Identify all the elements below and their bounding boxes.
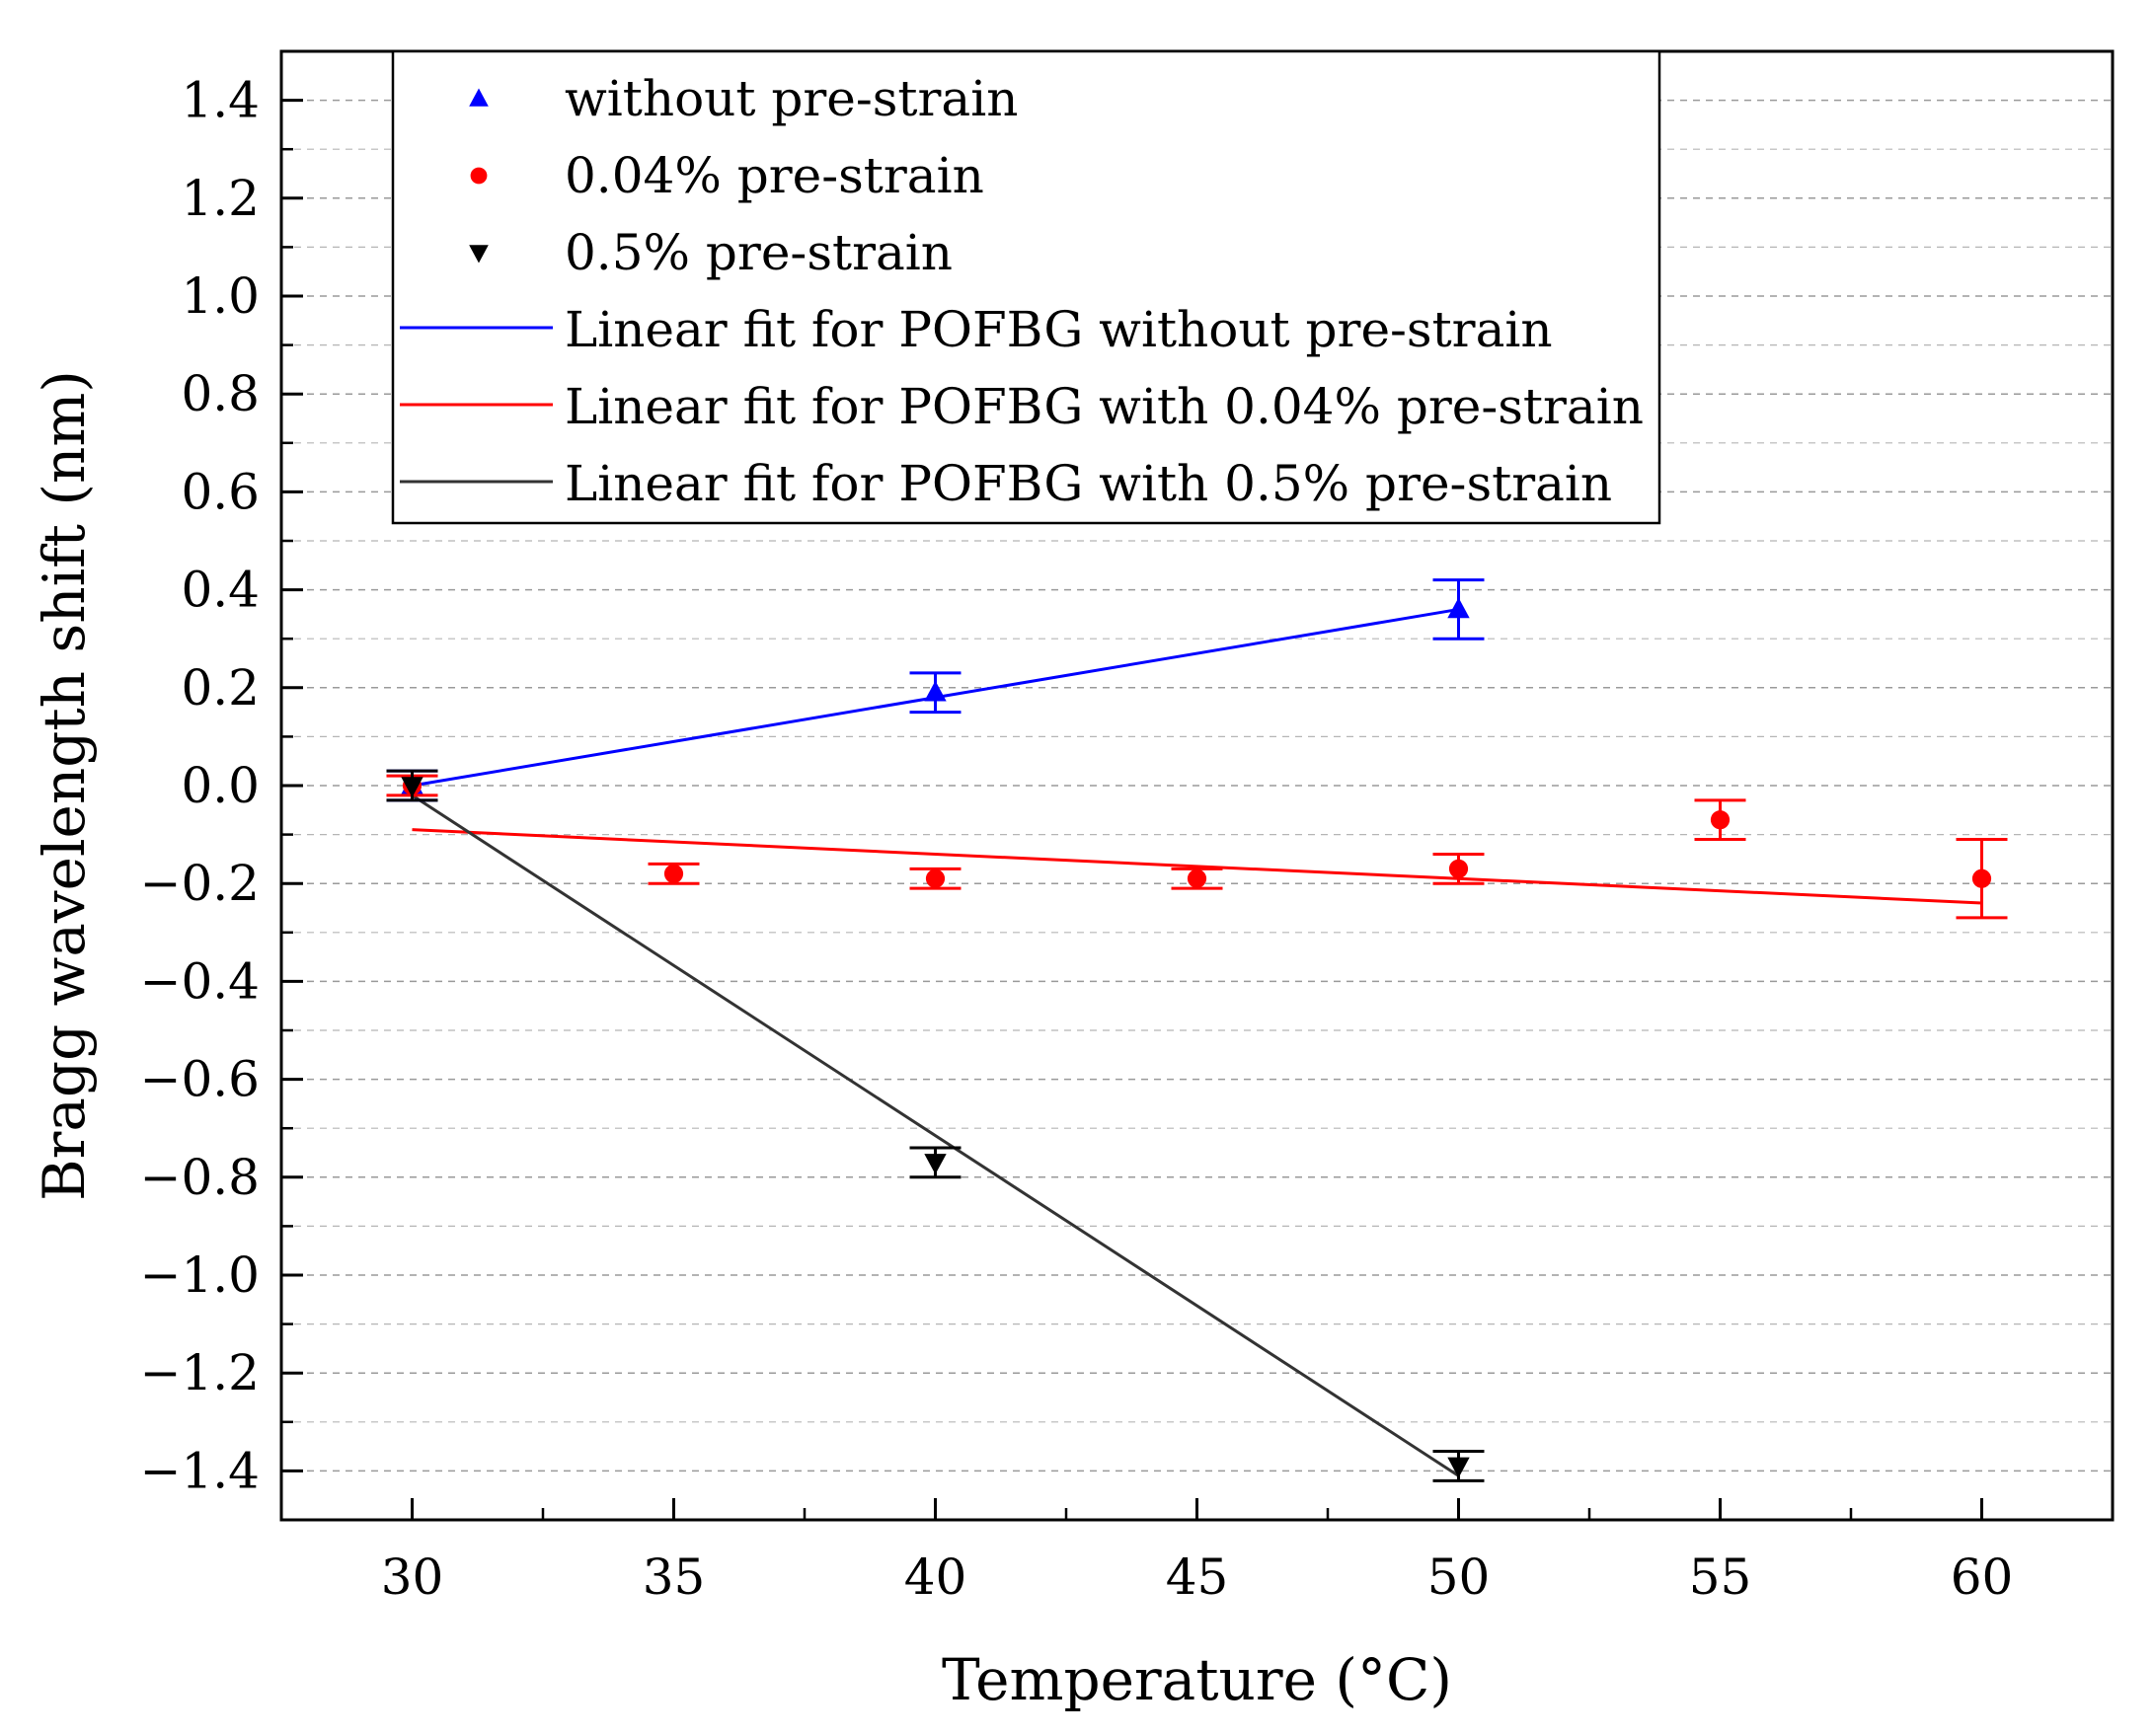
legend-label: Linear fit for POFBG with 0.5% pre-strai… [565,455,1612,512]
y-tick-label: 0.2 [181,659,260,717]
y-tick-label: 1.4 [181,72,260,129]
fit-line [411,793,1460,1477]
legend-marker [469,245,489,264]
x-tick-label: 30 [381,1548,444,1606]
data-point [1971,868,1992,888]
legend-label: Linear fit for POFBG without pre-strain [565,301,1553,358]
legend-marker [470,167,488,185]
fit-lines [411,607,1982,1477]
fit-line [412,828,1982,905]
y-tick-label: 0.6 [181,463,260,520]
y-tick-label: −1.4 [140,1442,260,1499]
y-tick-label: −0.6 [140,1051,260,1108]
data-point [663,864,684,883]
data-point [924,1154,947,1174]
x-tick-label: 40 [904,1548,967,1606]
y-tick-label: −1.0 [140,1246,260,1304]
x-tick-label: 60 [1951,1548,2014,1606]
y-tick-label: 0.8 [181,365,260,422]
y-tick-label: −1.2 [140,1344,260,1401]
data-point [1447,1457,1470,1478]
y-tick-label: 0.0 [181,757,260,814]
data-point [1447,597,1470,619]
x-tick-label: 55 [1689,1548,1752,1606]
legend-label: 0.04% pre-strain [565,147,984,204]
y-tick-label: 1.0 [181,267,260,325]
axes: 30 35 40 45 50 55 60 −1.4 −1.2 −1.0 −0.8 −0.6 −0.4 −0… [140,72,2014,1606]
legend-label: 0.5% pre-strain [565,224,953,281]
x-tick-label: 35 [643,1548,706,1606]
data-point [924,680,947,702]
y-tick-label: 1.2 [181,170,260,227]
y-tick-label: −0.4 [140,952,260,1010]
x-axis-title: Temperature (°C) [942,1646,1452,1713]
x-tick-label: 45 [1166,1548,1229,1606]
data-points [386,578,2008,1482]
data-point [401,777,423,797]
legend: without pre-strain 0.04% pre-strain 0.5% p… [391,49,1661,525]
y-axis-title: Bragg wavelength shift (nm) [31,370,98,1201]
data-point [925,868,946,888]
y-tick-label: 0.4 [181,562,260,619]
x-tick-label: 50 [1427,1548,1491,1606]
data-point [1187,868,1207,888]
data-point [1710,810,1731,830]
data-point [1448,859,1469,878]
legend-marker [469,88,489,107]
y-tick-label: −0.8 [140,1149,260,1206]
legend-label: without pre-strain [565,70,1018,127]
legend-label: Linear fit for POFBG with 0.04% pre-stra… [565,378,1644,435]
legend-box [391,49,1661,525]
y-tick-label: −0.2 [140,855,260,912]
